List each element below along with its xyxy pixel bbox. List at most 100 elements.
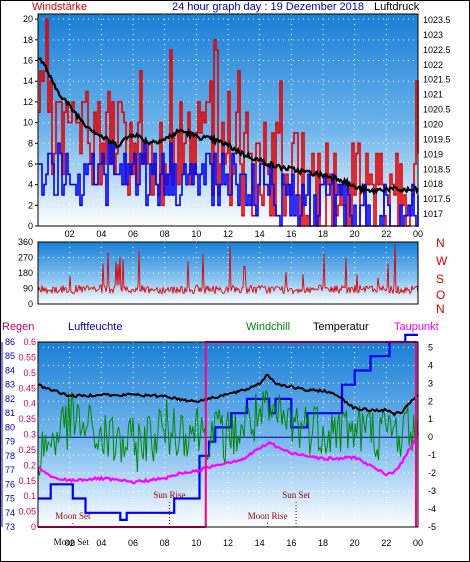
chart-title: 24 hour graph day : 19 Dezember 2018 [172,1,364,13]
wind-axis-title: Windstärke [32,1,87,13]
x-tick-label: 16 [286,538,296,548]
rain-tick-label: 0.15 [18,476,36,486]
compass-label: O [436,288,445,302]
x-tick-label: 22 [381,229,391,239]
temperature-tick-label: -2 [428,468,436,478]
temperature-tick-label: -5 [428,522,436,532]
x-tick-label: 18 [318,538,328,548]
x-tick-label: 20 [350,538,360,548]
compass-label: W [436,254,448,268]
rain-tick-label: 0.05 [18,507,36,517]
x-tick-label: 04 [96,229,106,239]
pressure-tick-label: 1017 [423,209,443,219]
dewpoint-line [37,433,420,485]
x-tick-label: 10 [191,538,201,548]
panel3-grid [38,342,418,528]
rain-tick-label: 0.55 [18,352,36,362]
temperature-tick-label: -1 [428,450,436,460]
wind-tick-label: 0 [28,221,33,231]
pressure-tick-label: 1017.5 [423,194,451,204]
x-tick-label: 10 [191,229,201,239]
pressure-tick-label: 1023.5 [423,15,451,25]
windchill-line [37,389,419,476]
wind-direction-line [37,243,419,295]
pressure-tick-label: 1022.5 [423,45,451,55]
temperature-tick-label: 2 [428,396,433,406]
humidity-tick-label: 79 [5,437,15,447]
temperature-line [37,373,419,417]
wind-tick-label: 20 [23,14,33,24]
rain-tick-label: 0.3 [23,430,36,440]
x-tick-label: 08 [160,229,170,239]
annotation-label: Sun Set [282,490,310,500]
rain-tick-label: 0.2 [23,460,36,470]
temperature-axis-ticks: -5 -4 -3 -2 -1 0 1 2 3 4 5 [428,342,436,532]
humidity-tick-label: 81 [5,408,15,418]
wind-axis-ticks: 0 2 4 6 8 10 12 14 16 18 20 [23,14,38,231]
humidity-tick-label: 83 [5,380,15,390]
x-tick-label: 02 [65,229,75,239]
pressure-tick-label: 1018 [423,179,443,189]
pressure-tick-label: 1022 [423,60,443,70]
x-tick-label: 02 [65,538,75,548]
panel1-frame [37,13,419,227]
humidity-tick-label: 75 [5,494,15,504]
humidity-tick-label: 80 [5,422,15,432]
panel1-series [37,18,419,227]
humidity-tick-label: 78 [5,451,15,461]
rain-tick-label: 0.1 [23,491,36,501]
x-tick-label: 22 [381,538,391,548]
direction-tick-label: 180 [18,268,33,278]
pressure-tick-label: 1020 [423,119,443,129]
panel1-x-ticks: 02 04 06 08 10 12 14 16 18 20 22 00 [65,229,423,239]
direction-tick-label: 360 [18,237,33,247]
panel2-series [37,243,419,295]
x-tick-label: 06 [128,229,138,239]
temperature-tick-label: 4 [428,360,433,370]
astro-annotations: Sun Rise Sun Set Moon Set Moon Rise Moon Set [54,490,311,547]
humidity-line [38,333,418,521]
pressure-tick-label: 1019.5 [423,134,451,144]
x-tick-label: 08 [160,538,170,548]
pressure-tick-label: 1018.5 [423,164,451,174]
humidity-tick-label: 73 [5,522,15,532]
temperature-label: Temperatur [313,321,369,333]
rain-tick-label: 0 [31,522,36,532]
wind-tick-label: 10 [23,118,33,128]
annotation-label: Moon Rise [248,511,288,521]
direction-tick-label: 0 [28,299,33,309]
x-tick-label: 06 [128,538,138,548]
windchill-label: Windchill [246,321,290,333]
direction-tick-label: 270 [18,253,33,263]
rain-label: Regen [2,321,34,333]
humidity-label: Luftfeuchte [68,321,122,333]
humidity-tick-label: 86 [5,337,15,347]
wind-tick-label: 6 [28,159,33,169]
pressure-axis-title: Luftdruck [374,1,420,13]
temperature-tick-label: 1 [428,414,433,424]
wind-speed-line [38,18,419,227]
humidity-tick-label: 82 [5,394,15,404]
wind-tick-label: 18 [23,35,33,45]
temperature-tick-label: 3 [428,378,433,388]
wind-tick-label: 16 [23,56,33,66]
temperature-tick-label: 5 [428,342,433,352]
rain-tick-label: 0.5 [23,368,36,378]
direction-axis-ticks: 0 90 180 270 360 [18,237,33,309]
compass-label: N [436,236,445,250]
x-tick-label: 00 [413,229,423,239]
compass-label: N [436,302,445,316]
pressure-tick-label: 1023 [423,30,443,40]
humidity-tick-label: 74 [5,508,15,518]
dewpoint-label: Taupunkt [394,321,439,333]
rain-tick-label: 0.6 [23,337,36,347]
pressure-tick-label: 1020.5 [423,105,451,115]
pressure-tick-label: 1019 [423,149,443,159]
humidity-axis-ticks: 73 74 75 76 77 78 79 80 81 82 83 84 85 86 [1,337,15,532]
humidity-tick-label: 77 [5,465,15,475]
temperature-tick-label: -4 [428,504,436,514]
panel-temperature-humidity: 73 74 75 76 77 78 79 80 81 82 83 84 85 86 0 0.05 0.1 0.1… [1,333,436,548]
humidity-tick-label: 84 [5,365,15,375]
